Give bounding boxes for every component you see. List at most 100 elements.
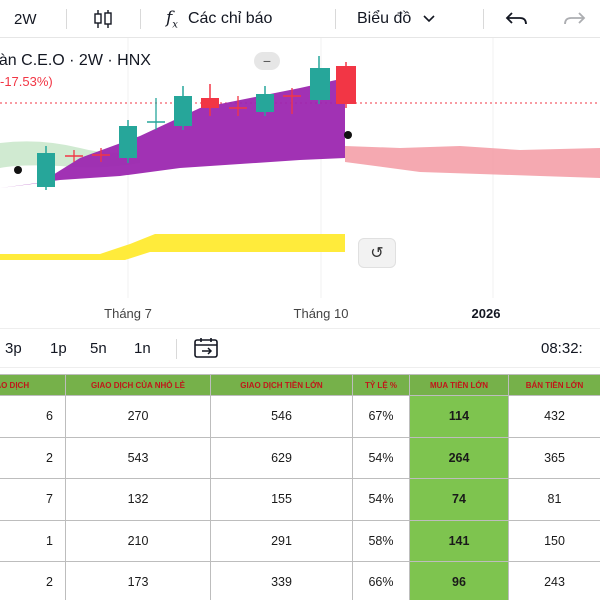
candle-doji [147, 98, 165, 130]
toolbar-divider [483, 9, 484, 29]
cell: 210 [65, 519, 211, 562]
price-chart[interactable]: Toàn C.E.O · 2W · HNX − -17.53%) ↺ Tháng… [0, 38, 600, 328]
candle-bull [37, 146, 55, 190]
cell: 2 [0, 436, 66, 479]
goto-date-button[interactable] [192, 337, 222, 364]
candle-bear [201, 84, 219, 116]
range-button-1n[interactable]: 1n [134, 340, 151, 357]
cell: 54% [352, 436, 410, 479]
toolbar-divider [66, 9, 67, 29]
indicators-button[interactable]: fx Các chỉ báo [166, 0, 272, 38]
range-button-3p[interactable]: 3p [5, 340, 22, 357]
x-axis-tick: Tháng 7 [104, 306, 152, 321]
interval-label: 2W [14, 10, 37, 28]
chart-toolbar: 2W fx Các chỉ báo Biểu đồ [0, 0, 600, 38]
header-big-money: GIAO DỊCH TIỀN LỚN [210, 374, 353, 396]
indicators-label: Các chỉ báo [187, 10, 273, 27]
table-row: 7 132 155 54% 74 81 [0, 478, 600, 521]
cell: 339 [210, 561, 353, 600]
cell: 66% [352, 561, 410, 600]
cell-big-buy: 114 [409, 395, 509, 438]
cell: 365 [508, 436, 600, 479]
chevron-down-icon [423, 15, 435, 23]
cell: 432 [508, 395, 600, 438]
cell: 150 [508, 519, 600, 562]
table-row: 2 543 629 54% 264 365 [0, 436, 600, 479]
header-retail: GIAO DỊCH CỦA NHỎ LẺ [65, 374, 211, 396]
candle-bull [174, 86, 192, 130]
cell: 629 [210, 436, 353, 479]
header-big-buy: MUA TIỀN LỚN [409, 374, 509, 396]
cell: 270 [65, 395, 211, 438]
cell: 546 [210, 395, 353, 438]
chart-type-dropdown[interactable]: Biểu đồ [357, 0, 435, 38]
cell-big-buy: 96 [409, 561, 509, 600]
toolbar-divider [140, 9, 141, 29]
table-row: 6 270 546 67% 114 432 [0, 395, 600, 438]
candle-doji [65, 150, 83, 162]
undo-button[interactable] [505, 0, 529, 38]
indicator-band-yellow [0, 234, 345, 260]
cell: 81 [508, 478, 600, 521]
range-button-5n[interactable]: 5n [90, 340, 107, 357]
candle-bull [119, 120, 137, 163]
cell: 1 [0, 519, 66, 562]
refresh-icon: ↺ [370, 245, 384, 262]
calendar-goto-icon [194, 338, 218, 358]
cell: 132 [65, 478, 211, 521]
cell-big-buy: 264 [409, 436, 509, 479]
candle-doji [92, 148, 110, 162]
header-trades: GIAO DỊCH [0, 374, 66, 396]
cell: 7 [0, 478, 66, 521]
cell-big-buy: 141 [409, 519, 509, 562]
candle-doji [229, 96, 247, 116]
cell: 291 [210, 519, 353, 562]
header-big-sell: BÁN TIỀN LỚN [508, 374, 600, 396]
fx-icon: fx [166, 7, 178, 31]
signal-dot [14, 166, 22, 174]
cell: 2 [0, 561, 66, 600]
candlestick-style-button[interactable] [92, 0, 114, 38]
toolbar-divider [335, 9, 336, 29]
x-axis-tick: Tháng 10 [293, 306, 349, 321]
cell: 54% [352, 478, 410, 521]
money-flow-table-panel: GIAO DỊCH GIAO DỊCH CỦA NHỎ LẺ GIAO DỊCH… [0, 374, 600, 600]
table-row: 2 173 339 66% 96 243 [0, 561, 600, 600]
undo-icon [505, 12, 527, 25]
candle-bull [310, 56, 330, 104]
redo-button[interactable] [562, 0, 586, 38]
range-divider [176, 339, 177, 359]
price-change-percent: -17.53%) [0, 74, 53, 89]
clock-time: 08:32: [541, 340, 583, 357]
ichimoku-cloud-pink [345, 146, 600, 178]
table-row: 1 210 291 58% 141 150 [0, 519, 600, 562]
cell: 543 [65, 436, 211, 479]
chart-type-label: Biểu đồ [357, 10, 412, 27]
signal-dot [344, 131, 352, 139]
header-ratio: TỶ LỆ % [352, 374, 410, 396]
money-flow-table: GIAO DỊCH GIAO DỊCH CỦA NHỎ LẺ GIAO DỊCH… [0, 374, 600, 600]
cell: 155 [210, 478, 353, 521]
cell: 6 [0, 395, 66, 438]
redo-icon [564, 12, 586, 25]
candles [37, 56, 356, 190]
cell-big-buy: 74 [409, 478, 509, 521]
cell: 173 [65, 561, 211, 600]
candle-bull [256, 86, 274, 116]
candlestick-icon [94, 10, 112, 28]
chart-canvas [0, 38, 600, 298]
cell: 67% [352, 395, 410, 438]
reset-chart-button[interactable]: ↺ [358, 238, 396, 268]
candle-bear [336, 62, 356, 108]
legend-collapse-button[interactable]: − [254, 52, 280, 70]
interval-button[interactable]: 2W [14, 0, 37, 38]
x-axis-tick: 2026 [471, 306, 501, 321]
cell: 58% [352, 519, 410, 562]
range-button-1p[interactable]: 1p [50, 340, 67, 357]
minus-icon: − [262, 53, 272, 69]
candle-doji [283, 88, 301, 114]
chart-symbol-title: Toàn C.E.O · 2W · HNX [0, 52, 151, 69]
cell: 243 [508, 561, 600, 600]
table-header-row: GIAO DỊCH GIAO DỊCH CỦA NHỎ LẺ GIAO DỊCH… [0, 374, 600, 396]
range-bar: 3p 1p 5n 1n 08:32: [0, 328, 600, 368]
